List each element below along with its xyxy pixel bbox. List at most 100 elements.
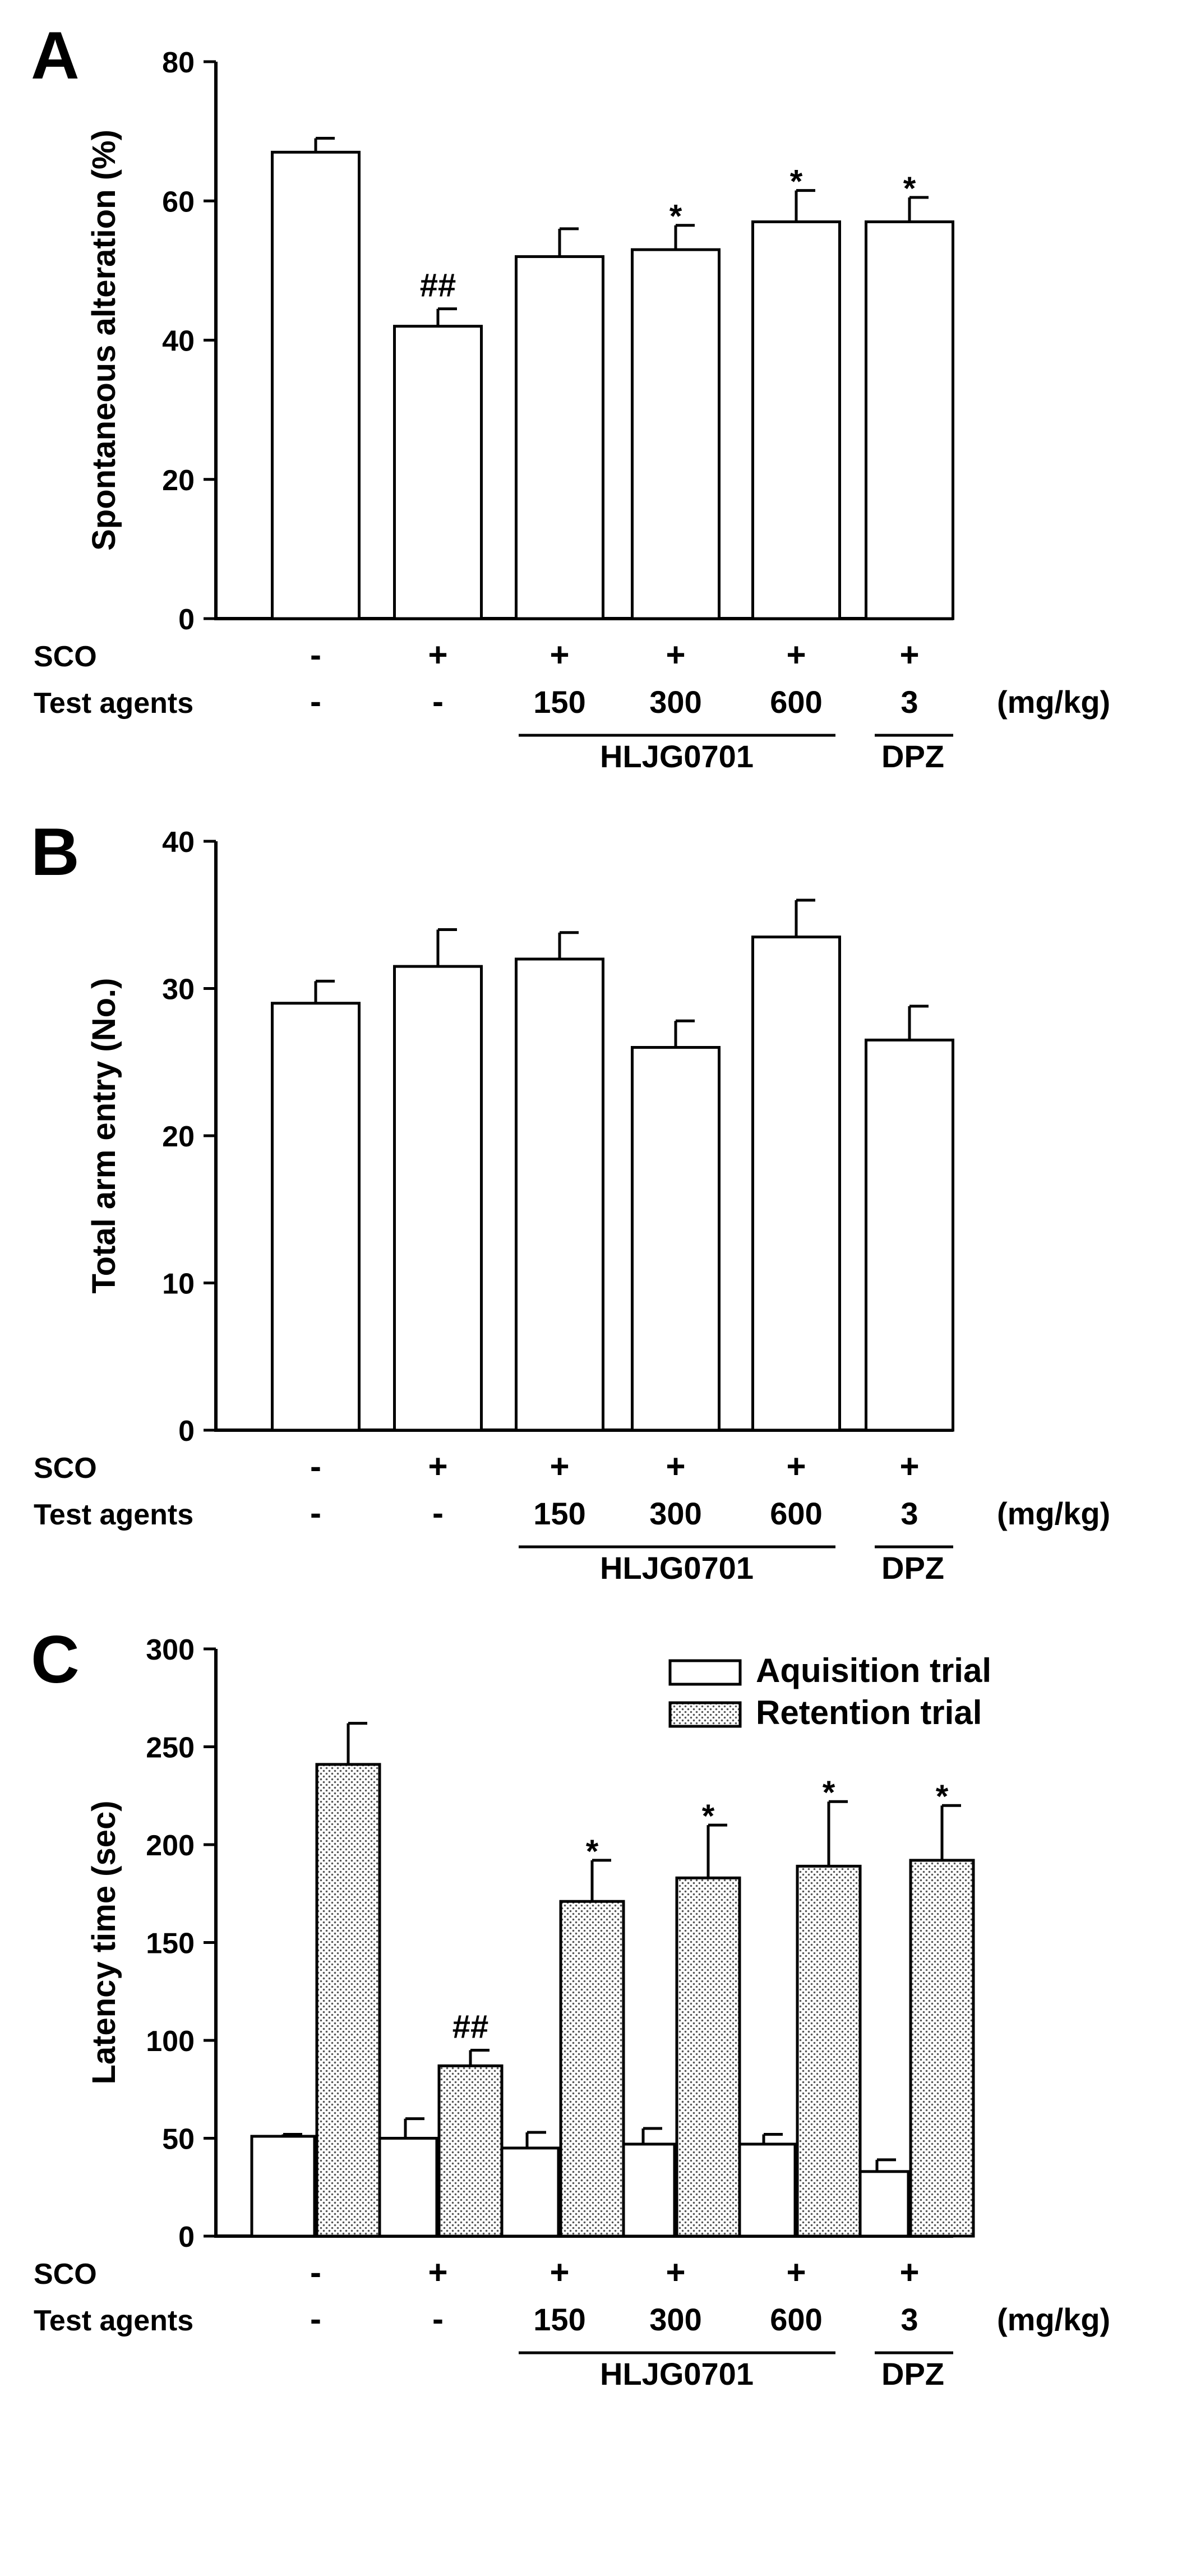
test-agents-row-label: Test agents	[34, 687, 193, 720]
sco-marker: +	[549, 636, 569, 674]
significance-hash: ##	[452, 2008, 489, 2045]
dose-label: -	[310, 683, 321, 720]
sco-row-label: SCO	[34, 2258, 97, 2291]
bar-aquisition	[494, 2146, 560, 2238]
significance-star: *	[903, 170, 916, 207]
y-tick-label: 80	[162, 47, 195, 79]
dose-label: -	[432, 2300, 444, 2338]
legend-swatch-aquisition	[668, 1659, 742, 1686]
bar	[271, 1002, 361, 1432]
y-tick-label: 20	[162, 1121, 195, 1153]
group-label-dpz: DPZ	[881, 739, 944, 774]
group-label-dpz: DPZ	[881, 1550, 944, 1586]
panel-c: C 0 50 100 150 200 250 300 Latency time (sec) ## *…	[31, 1622, 1110, 2391]
bar	[865, 1038, 954, 1432]
legend-swatch-retention	[668, 1701, 742, 1728]
y-tick-label: 50	[162, 2123, 195, 2156]
y-tick-label: 100	[146, 2025, 195, 2058]
sco-marker: +	[549, 2254, 569, 2291]
bar-retention	[315, 1763, 381, 2238]
dose-label: 300	[649, 1496, 701, 1531]
panel-a: A 0 20 40 60 80 Spontaneous alteration (%) ## * *…	[31, 18, 1110, 774]
sco-marker: -	[310, 636, 321, 674]
significance-star: *	[936, 1778, 949, 1815]
bar	[393, 325, 483, 620]
dose-label: 600	[770, 684, 822, 720]
sco-marker: +	[428, 1448, 447, 1485]
bar	[515, 957, 604, 1432]
significance-star: *	[790, 164, 803, 200]
bar-aquisition	[250, 2135, 316, 2238]
dose-label: 3	[901, 2302, 918, 2337]
y-tick-label: 10	[162, 1268, 195, 1301]
dose-label: 3	[901, 1496, 918, 1531]
y-tick-label: 20	[162, 464, 195, 497]
bar	[865, 220, 954, 620]
y-axis-label: Spontaneous alteration (%)	[86, 130, 122, 551]
dose-label: -	[310, 2300, 321, 2338]
panel-letter: B	[31, 814, 80, 890]
unit-label: (mg/kg)	[997, 684, 1110, 720]
dose-label: 300	[649, 2302, 701, 2337]
dose-label: -	[432, 683, 444, 720]
y-axis-label: Latency time (sec)	[86, 1800, 122, 2084]
legend-label: Retention trial	[756, 1694, 982, 1731]
unit-label: (mg/kg)	[997, 2302, 1110, 2337]
bar	[631, 248, 721, 620]
y-tick-label: 40	[162, 826, 195, 859]
y-tick-label: 60	[162, 186, 195, 218]
dose-label: 600	[770, 2302, 822, 2337]
sco-row-label: SCO	[34, 1452, 97, 1485]
y-tick-label: 0	[178, 603, 195, 636]
bar-retention	[909, 1859, 975, 2238]
sco-marker: +	[786, 1448, 806, 1485]
dose-label: 600	[770, 1496, 822, 1531]
sco-marker: +	[428, 636, 447, 674]
sco-marker: +	[899, 1448, 919, 1485]
bar-aquisition	[731, 2142, 797, 2238]
group-label-hljg0701: HLJG0701	[600, 739, 754, 774]
group-label-hljg0701: HLJG0701	[600, 1550, 754, 1586]
sco-marker: +	[666, 2254, 685, 2291]
sco-marker: +	[786, 636, 806, 674]
dose-label: 3	[901, 684, 918, 720]
bar-retention	[796, 1864, 862, 2238]
bar	[393, 965, 483, 1432]
y-axis-label: Total arm entry (No.)	[86, 978, 122, 1294]
sco-marker: +	[666, 1448, 685, 1485]
condition-table: SCO Test agents - + + + + + - - 150 300 600 3 (mg/kg) H…	[34, 636, 1110, 774]
y-tick-label: 300	[146, 1634, 195, 1666]
bar	[751, 220, 841, 620]
dose-label: 150	[533, 1496, 585, 1531]
dose-label: -	[432, 1494, 444, 1532]
significance-star: *	[702, 1798, 715, 1835]
y-tick-label: 250	[146, 1732, 195, 1764]
dose-label: 150	[533, 2302, 585, 2337]
panel-b: B 0 10 20 30 40 Total arm entry (No.) SCO Test a…	[31, 814, 1110, 1586]
sco-marker: +	[666, 636, 685, 674]
dose-label: 300	[649, 684, 701, 720]
sco-marker: -	[310, 2254, 321, 2291]
sco-marker: -	[310, 1448, 321, 1485]
bar-retention	[437, 2064, 504, 2238]
unit-label: (mg/kg)	[997, 1496, 1110, 1531]
panel-letter: C	[31, 1622, 80, 1697]
bar	[751, 936, 841, 1432]
panel-letter: A	[31, 18, 80, 93]
sco-marker: +	[899, 2254, 919, 2291]
sco-row-label: SCO	[34, 640, 97, 673]
significance-hash: ##	[420, 268, 456, 304]
bar	[631, 1046, 721, 1432]
group-label-hljg0701: HLJG0701	[600, 2356, 754, 2391]
test-agents-row-label: Test agents	[34, 1499, 193, 1531]
sco-marker: +	[786, 2254, 806, 2291]
significance-star: *	[823, 1775, 835, 1811]
sco-marker: +	[899, 636, 919, 674]
test-agents-row-label: Test agents	[34, 2305, 193, 2337]
condition-table: SCO Test agents - + + + + + - - 150 300 600 3 (mg/kg) H…	[34, 2254, 1110, 2391]
y-tick-label: 0	[178, 2221, 195, 2254]
group-label-dpz: DPZ	[881, 2356, 944, 2391]
y-tick-label: 40	[162, 325, 195, 358]
y-tick-label: 200	[146, 1830, 195, 1862]
